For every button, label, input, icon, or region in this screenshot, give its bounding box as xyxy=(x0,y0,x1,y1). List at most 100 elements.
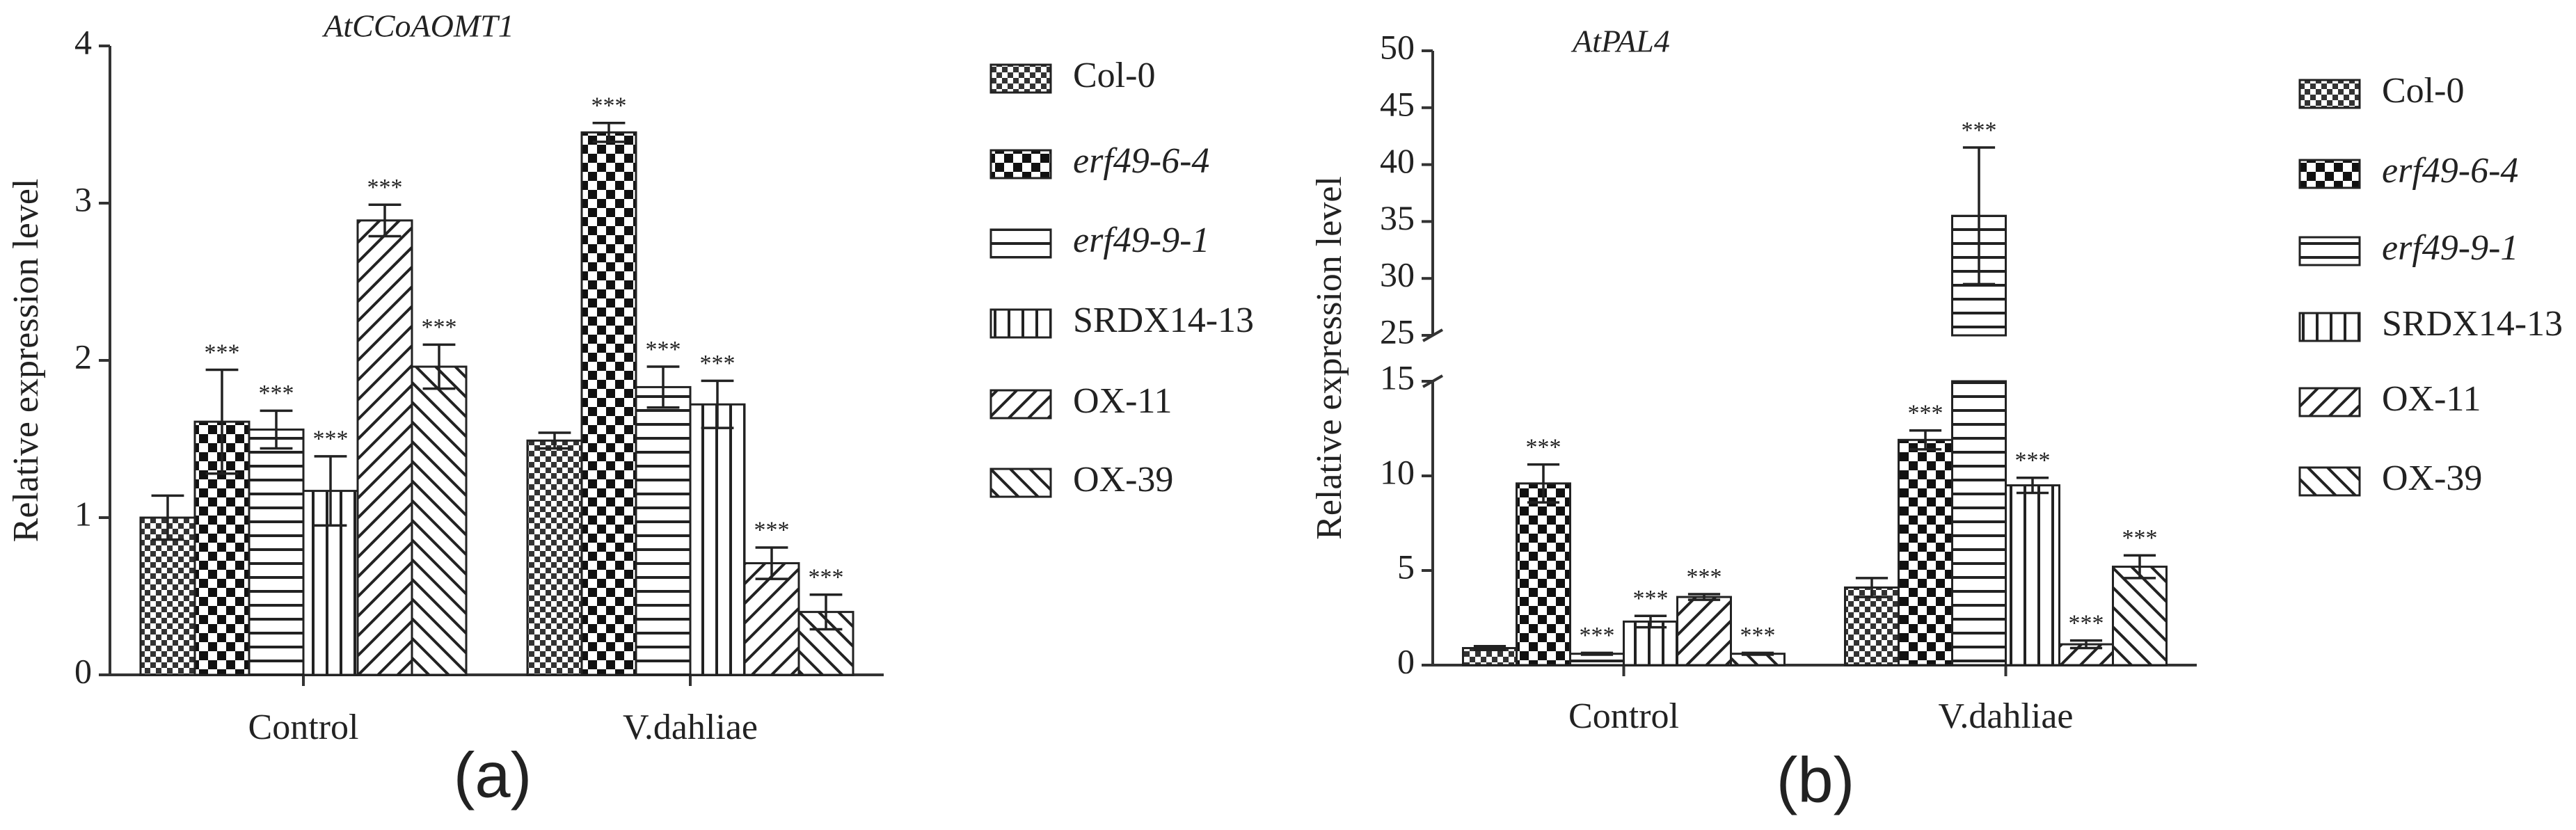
chart-title: AtPAL4 xyxy=(1571,24,1670,59)
bar xyxy=(411,365,468,676)
significance-label: *** xyxy=(1526,434,1561,460)
legend-label: Col-0 xyxy=(1073,56,1155,95)
significance-label: *** xyxy=(205,340,240,365)
bar xyxy=(2005,484,2060,667)
chart-panel: AtPAL4 Relative expression level (b) 0 5 10 15… xyxy=(1310,24,2563,816)
error-bar xyxy=(151,494,184,541)
legend-swatch xyxy=(2298,159,2361,189)
error-bar xyxy=(1687,593,1721,601)
significance-label: *** xyxy=(646,337,681,362)
legend-label: erf49-6-4 xyxy=(2382,151,2518,191)
x-tick-label: Control xyxy=(1568,696,1679,736)
error-bar xyxy=(205,368,239,475)
significance-label: *** xyxy=(591,93,627,119)
legend-swatch xyxy=(2298,79,2361,109)
bar xyxy=(356,219,413,676)
error-bar xyxy=(368,203,401,238)
bar xyxy=(1516,482,1571,667)
error-bar xyxy=(1580,651,1614,656)
legend-swatch xyxy=(989,308,1052,339)
bar xyxy=(526,439,583,676)
y-axis-label: Relative expression level xyxy=(1310,176,1349,540)
y-tick-label: 30 xyxy=(1380,255,1415,294)
legend-label: OX-39 xyxy=(1073,460,1173,500)
significance-label: *** xyxy=(2069,610,2104,636)
legend-swatch xyxy=(2298,387,2361,417)
error-bar xyxy=(1741,651,1774,656)
legend-swatch xyxy=(989,389,1052,420)
legend-label: OX-11 xyxy=(1073,381,1172,421)
significance-label: *** xyxy=(422,314,457,340)
significance-label: *** xyxy=(1687,564,1722,590)
error-bar xyxy=(1527,463,1560,504)
legend-label: erf49-9-1 xyxy=(2382,228,2518,268)
bar xyxy=(1898,438,1953,667)
chart-panel: AtCCoAOMT1 Relative expression level (a) 0 1… xyxy=(6,8,1254,811)
legend-swatch xyxy=(2298,236,2361,266)
y-tick-label: 5 xyxy=(1397,547,1415,586)
x-tick-label: V.dahliae xyxy=(1939,696,2074,736)
error-bar xyxy=(1634,614,1667,629)
y-tick-label: 50 xyxy=(1380,27,1415,66)
y-tick-label: 2 xyxy=(74,337,92,376)
error-bar xyxy=(260,409,293,450)
significance-label: *** xyxy=(1908,401,1943,426)
y-axis-label: Relative expression level xyxy=(6,179,46,543)
legend-label: SRDX14-13 xyxy=(2382,304,2563,344)
significance-label: *** xyxy=(2015,448,2051,474)
significance-label: *** xyxy=(754,518,790,543)
panel-label: (a) xyxy=(454,740,532,811)
y-tick-label: 40 xyxy=(1380,141,1415,180)
bar xyxy=(635,385,692,676)
x-tick-label: V.dahliae xyxy=(623,708,758,747)
error-bar xyxy=(1473,645,1506,651)
legend-label: SRDX14-13 xyxy=(1073,301,1254,340)
y-tick-label: 0 xyxy=(74,651,92,690)
error-bar xyxy=(646,365,680,409)
legend-swatch xyxy=(2298,312,2361,342)
legend-swatch xyxy=(989,468,1052,498)
y-tick-label: 4 xyxy=(74,22,92,61)
x-tick-label: Control xyxy=(248,708,359,747)
y-tick-label: 25 xyxy=(1380,312,1415,351)
y-tick-label: 45 xyxy=(1380,84,1415,123)
error-bar xyxy=(2016,476,2049,495)
error-bar xyxy=(422,343,456,390)
significance-label: *** xyxy=(367,175,403,200)
significance-label: *** xyxy=(1740,623,1776,648)
y-tick-label: 35 xyxy=(1380,198,1415,237)
significance-label: *** xyxy=(313,426,349,452)
chart-title: AtCCoAOMT1 xyxy=(321,8,514,44)
bar xyxy=(1676,596,1732,667)
significance-label: *** xyxy=(700,351,736,376)
bar xyxy=(743,562,800,676)
error-bar xyxy=(809,593,843,631)
error-bar xyxy=(701,379,734,429)
significance-label: *** xyxy=(2122,525,2158,551)
bar xyxy=(2112,566,2168,667)
legend-swatch xyxy=(989,228,1052,259)
error-bar xyxy=(592,121,626,143)
significance-label: *** xyxy=(809,565,844,591)
significance-label: *** xyxy=(1580,623,1615,648)
legend-label: erf49-9-1 xyxy=(1073,221,1209,260)
legend-label: Col-0 xyxy=(2382,71,2464,111)
error-bar xyxy=(755,546,788,580)
error-bar xyxy=(2123,554,2156,580)
y-tick-label: 15 xyxy=(1380,358,1415,397)
y-tick-label: 3 xyxy=(74,179,92,218)
legend-swatch xyxy=(989,149,1052,179)
significance-label: *** xyxy=(259,381,294,406)
bar xyxy=(1844,586,1900,667)
legend-label: OX-39 xyxy=(2382,458,2482,498)
bar xyxy=(1951,380,2007,667)
legend-label: erf49-6-4 xyxy=(1073,141,1209,181)
error-bar xyxy=(1909,429,1942,451)
panel-label: (b) xyxy=(1776,744,1854,815)
error-bar xyxy=(1855,577,1889,598)
y-tick-label: 0 xyxy=(1397,641,1415,680)
bar xyxy=(139,516,196,676)
bar xyxy=(248,428,305,676)
error-bar xyxy=(314,455,347,527)
